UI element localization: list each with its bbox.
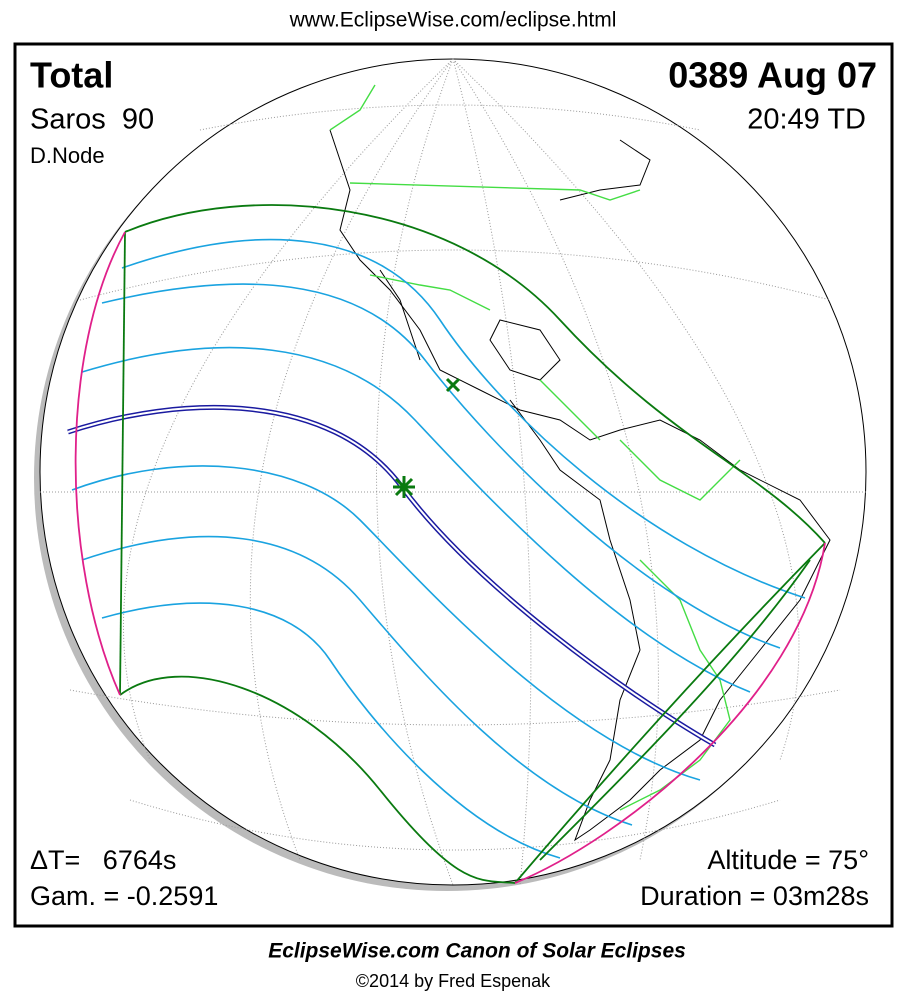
altitude: Altitude = 75° (707, 845, 869, 875)
saros: Saros 90 (30, 104, 154, 136)
greatest-duration (445, 377, 461, 393)
borders (329, 84, 741, 811)
date: 0389 Aug 07 (668, 55, 877, 96)
node: D.Node (30, 143, 105, 168)
graticule (40, 58, 866, 886)
eclipse-type: Total (30, 55, 113, 96)
delta-t: ΔT= 6764s (30, 845, 176, 875)
coastlines (329, 129, 831, 842)
duration: Duration = 03m28s (640, 881, 869, 911)
eclipse-path (67, 204, 826, 884)
footer-credit: ©2014 by Fred Espenak (356, 971, 551, 991)
greatest-eclipse (393, 476, 415, 498)
globe (34, 58, 867, 891)
footer-title: EclipseWise.com Canon of Solar Eclipses (268, 940, 686, 963)
time: 20:49 TD (747, 104, 866, 136)
url: www.EclipseWise.com/eclipse.html (289, 9, 617, 32)
frame (13, 42, 894, 928)
gamma: Gam. = -0.2591 (30, 881, 218, 911)
